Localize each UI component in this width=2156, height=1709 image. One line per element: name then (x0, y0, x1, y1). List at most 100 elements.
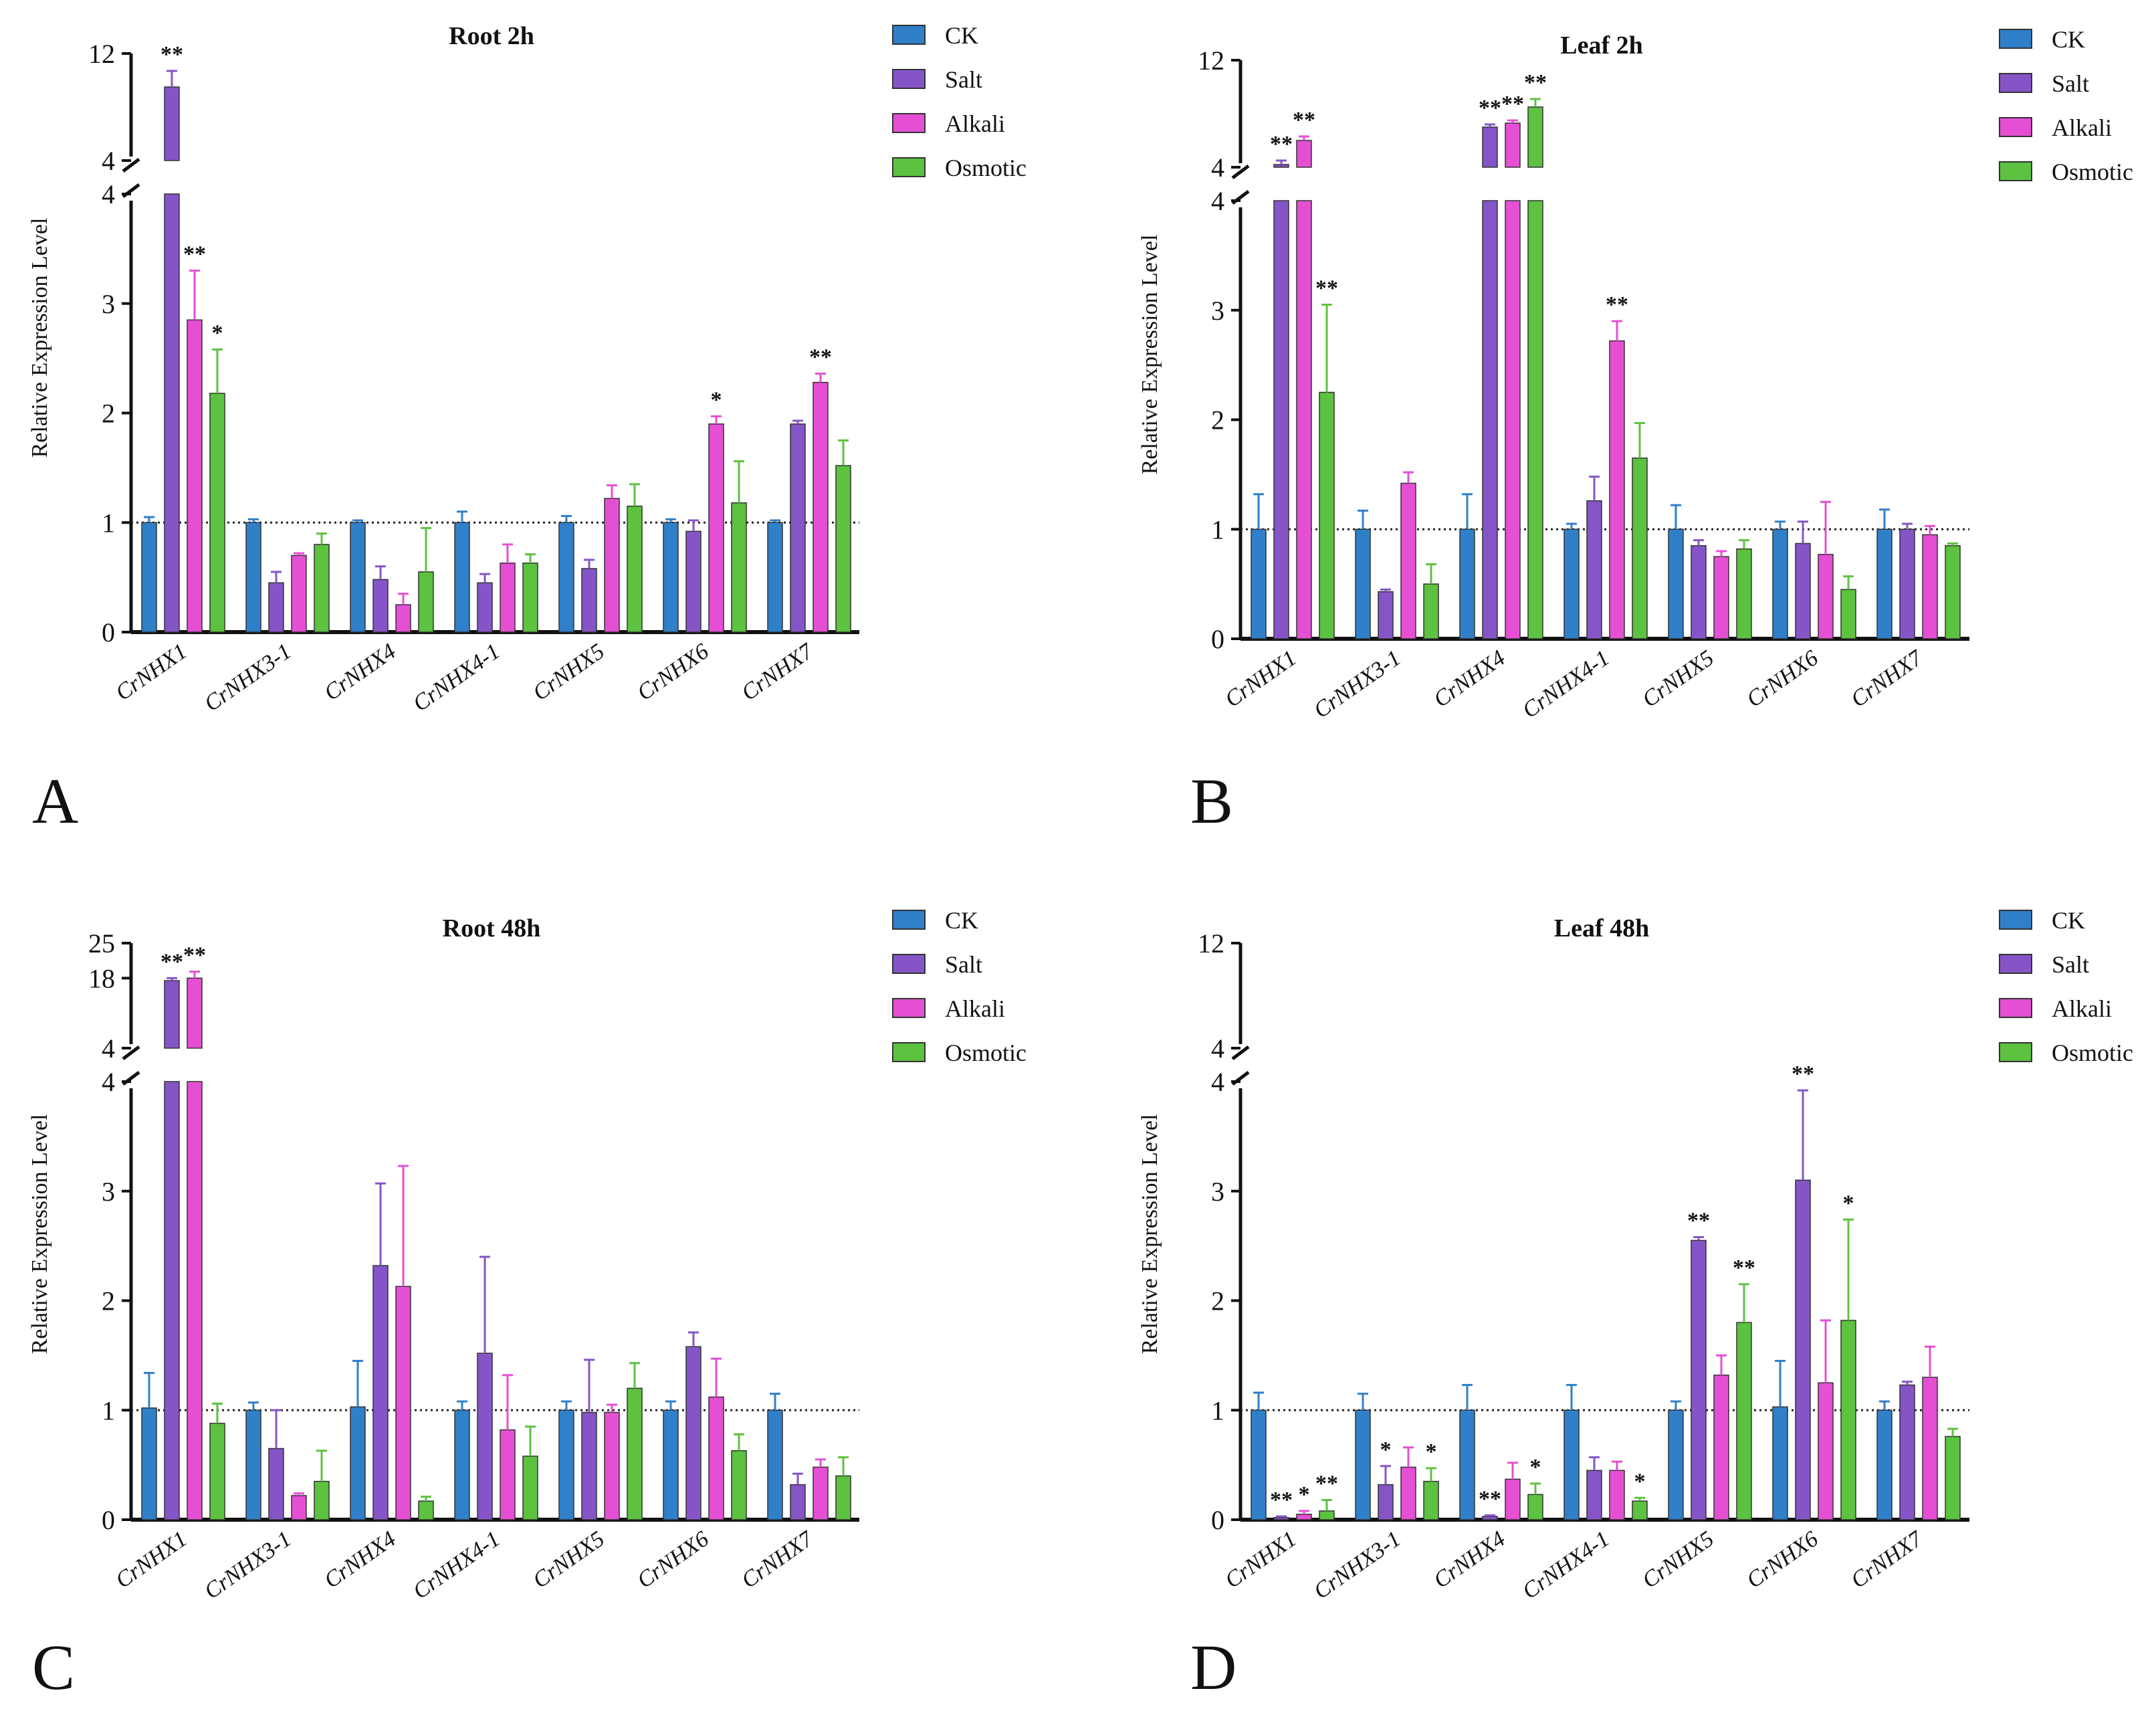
y-tick-label: 0 (102, 617, 115, 647)
y-tick-label: 0 (102, 1505, 115, 1535)
significance-marker: ** (1479, 1486, 1501, 1511)
significance-marker: * (711, 387, 722, 412)
legend-swatch-ck (1999, 910, 2032, 930)
bar-ck-crnhx4-1 (1564, 1409, 1580, 1520)
x-tick-label: CrNHX1 (1220, 645, 1301, 712)
y-tick-label: 2 (1211, 405, 1224, 435)
x-tick-label: CrNHX7 (737, 1526, 819, 1593)
y-tick-label: 2 (102, 399, 115, 429)
y-tick-label: 3 (102, 289, 115, 319)
bar-alkali-crnhx3-1 (1400, 1466, 1416, 1520)
x-tick-label: CrNHX7 (1846, 1526, 1928, 1593)
y-tick-label: 2 (1211, 1286, 1224, 1316)
x-tick-label: CrNHX6 (633, 639, 713, 706)
legend-swatch-alkali (1999, 998, 2032, 1018)
bar-salt-crnhx5 (581, 1411, 597, 1520)
y-tick-label: 1 (102, 508, 115, 538)
bar-salt-crnhx4 (1482, 1516, 1498, 1520)
y-tick-label: 4 (1211, 1067, 1224, 1097)
bar-salt-crnhx7 (790, 423, 806, 633)
bar-osmotic-crnhx3-1 (314, 1480, 330, 1520)
panel-a: Root 2h Relative Expression Level A 0123… (27, 22, 1027, 837)
bar-osmotic-crnhx3-1 (314, 544, 330, 633)
bar-alkali-crnhx6 (1818, 1382, 1834, 1520)
panel-c-plot: 0 1 2 3 44 18 25 ** ** CrNHX1 CrNHX3-1 CrNHX4 CrNHX4… (88, 928, 859, 1604)
legend-label-alkali: Alkali (2052, 995, 2112, 1022)
legend-swatch-alkali (1999, 117, 2032, 137)
significance-marker: * (1634, 1469, 1646, 1494)
bar-osmotic-crnhx4 (1527, 200, 1543, 639)
x-tick-label: CrNHX6 (633, 1526, 713, 1593)
legend-swatch-osmotic (892, 1042, 926, 1062)
significance-marker: ** (1606, 292, 1628, 317)
significance-marker: ** (160, 949, 183, 974)
y-tick-label: 12 (1198, 928, 1224, 959)
bar-alkali-crnhx4-upper (1505, 122, 1521, 168)
bar-alkali-crnhx4-1 (500, 563, 516, 633)
significance-marker: ** (1270, 1488, 1293, 1512)
bar-alkali-crnhx6 (1818, 554, 1834, 639)
bar-alkali-crnhx3-1 (291, 1495, 307, 1520)
significance-marker: ** (183, 943, 206, 968)
x-tick-label: CrNHX7 (737, 638, 819, 706)
legend-swatch-osmotic (1999, 1042, 2032, 1062)
bar-osmotic-crnhx6 (1840, 589, 1856, 639)
panel-a-letter: A (32, 765, 78, 837)
significance-marker: ** (1270, 132, 1293, 157)
bar-osmotic-crnhx1 (209, 393, 225, 633)
bar-salt-crnhx4 (372, 1265, 389, 1520)
bar-alkali-crnhx1 (1296, 1514, 1312, 1520)
bar-ck-crnhx3-1 (245, 1409, 261, 1520)
panel-d-ylabel: Relative Expression Level (1138, 1114, 1162, 1354)
bar-ck-crnhx6 (1772, 1406, 1788, 1520)
x-tick-label: CrNHX1 (111, 639, 191, 706)
bar-osmotic-crnhx3-1 (1423, 1480, 1439, 1520)
legend-label-ck: CK (945, 907, 978, 934)
bar-salt-crnhx1 (1273, 1516, 1289, 1520)
legend-label-salt: Salt (945, 951, 982, 978)
bar-osmotic-crnhx4 (1527, 1494, 1543, 1520)
bar-ck-crnhx7 (1876, 1409, 1893, 1520)
x-tick-label: CrNHX4 (1429, 1526, 1509, 1593)
bar-osmotic-crnhx1 (1319, 1510, 1335, 1520)
bar-salt-crnhx7 (1899, 1384, 1915, 1520)
x-tick-label: CrNHX7 (1846, 645, 1928, 712)
legend-label-ck: CK (2052, 26, 2085, 53)
bar-osmotic-crnhx4 (418, 571, 434, 633)
bar-ck-crnhx6 (663, 522, 679, 633)
significance-marker: ** (1501, 92, 1524, 116)
significance-marker: ** (183, 242, 206, 267)
significance-marker: * (212, 321, 223, 346)
legend-label-osmotic: Osmotic (945, 1039, 1027, 1066)
legend-label-osmotic: Osmotic (945, 155, 1027, 181)
bar-osmotic-crnhx4-1 (522, 1455, 538, 1520)
bar-salt-crnhx6 (685, 530, 702, 633)
bar-salt-crnhx1 (1273, 200, 1289, 639)
x-tick-label: CrNHX4-1 (1518, 1526, 1614, 1604)
bar-osmotic-crnhx4 (418, 1500, 434, 1520)
bar-salt-crnhx1-upper (1273, 164, 1289, 168)
bar-osmotic-crnhx6 (731, 1450, 747, 1520)
panel-c-legend: CK Salt Alkali Osmotic (892, 907, 1027, 1066)
bar-salt-crnhx3-1 (1378, 1484, 1394, 1520)
x-tick-label: CrNHX3-1 (1309, 645, 1405, 723)
bar-ck-crnhx4 (350, 1406, 366, 1520)
legend-swatch-alkali (892, 113, 926, 133)
x-tick-label: CrNHX3-1 (200, 639, 296, 716)
bar-alkali-crnhx3-1 (291, 555, 307, 633)
panel-b-title: Leaf 2h (1560, 31, 1643, 60)
bar-osmotic-crnhx7 (1945, 545, 1961, 639)
bar-ck-crnhx4 (1459, 1409, 1475, 1520)
bar-alkali-crnhx4 (395, 1286, 411, 1520)
panel-d-title: Leaf 48h (1554, 914, 1650, 942)
significance-marker: * (1380, 1437, 1392, 1462)
significance-marker: ** (1733, 1255, 1755, 1280)
x-tick-label: CrNHX4 (320, 1526, 400, 1593)
y-tick-label: 4 (102, 179, 115, 209)
significance-marker: ** (1315, 1472, 1338, 1496)
bar-alkali-crnhx5 (604, 498, 620, 633)
x-tick-label: CrNHX4-1 (409, 1526, 504, 1604)
legend-swatch-ck (1999, 29, 2032, 49)
x-tick-label: CrNHX5 (1638, 1526, 1718, 1593)
legend-label-alkali: Alkali (945, 995, 1005, 1022)
